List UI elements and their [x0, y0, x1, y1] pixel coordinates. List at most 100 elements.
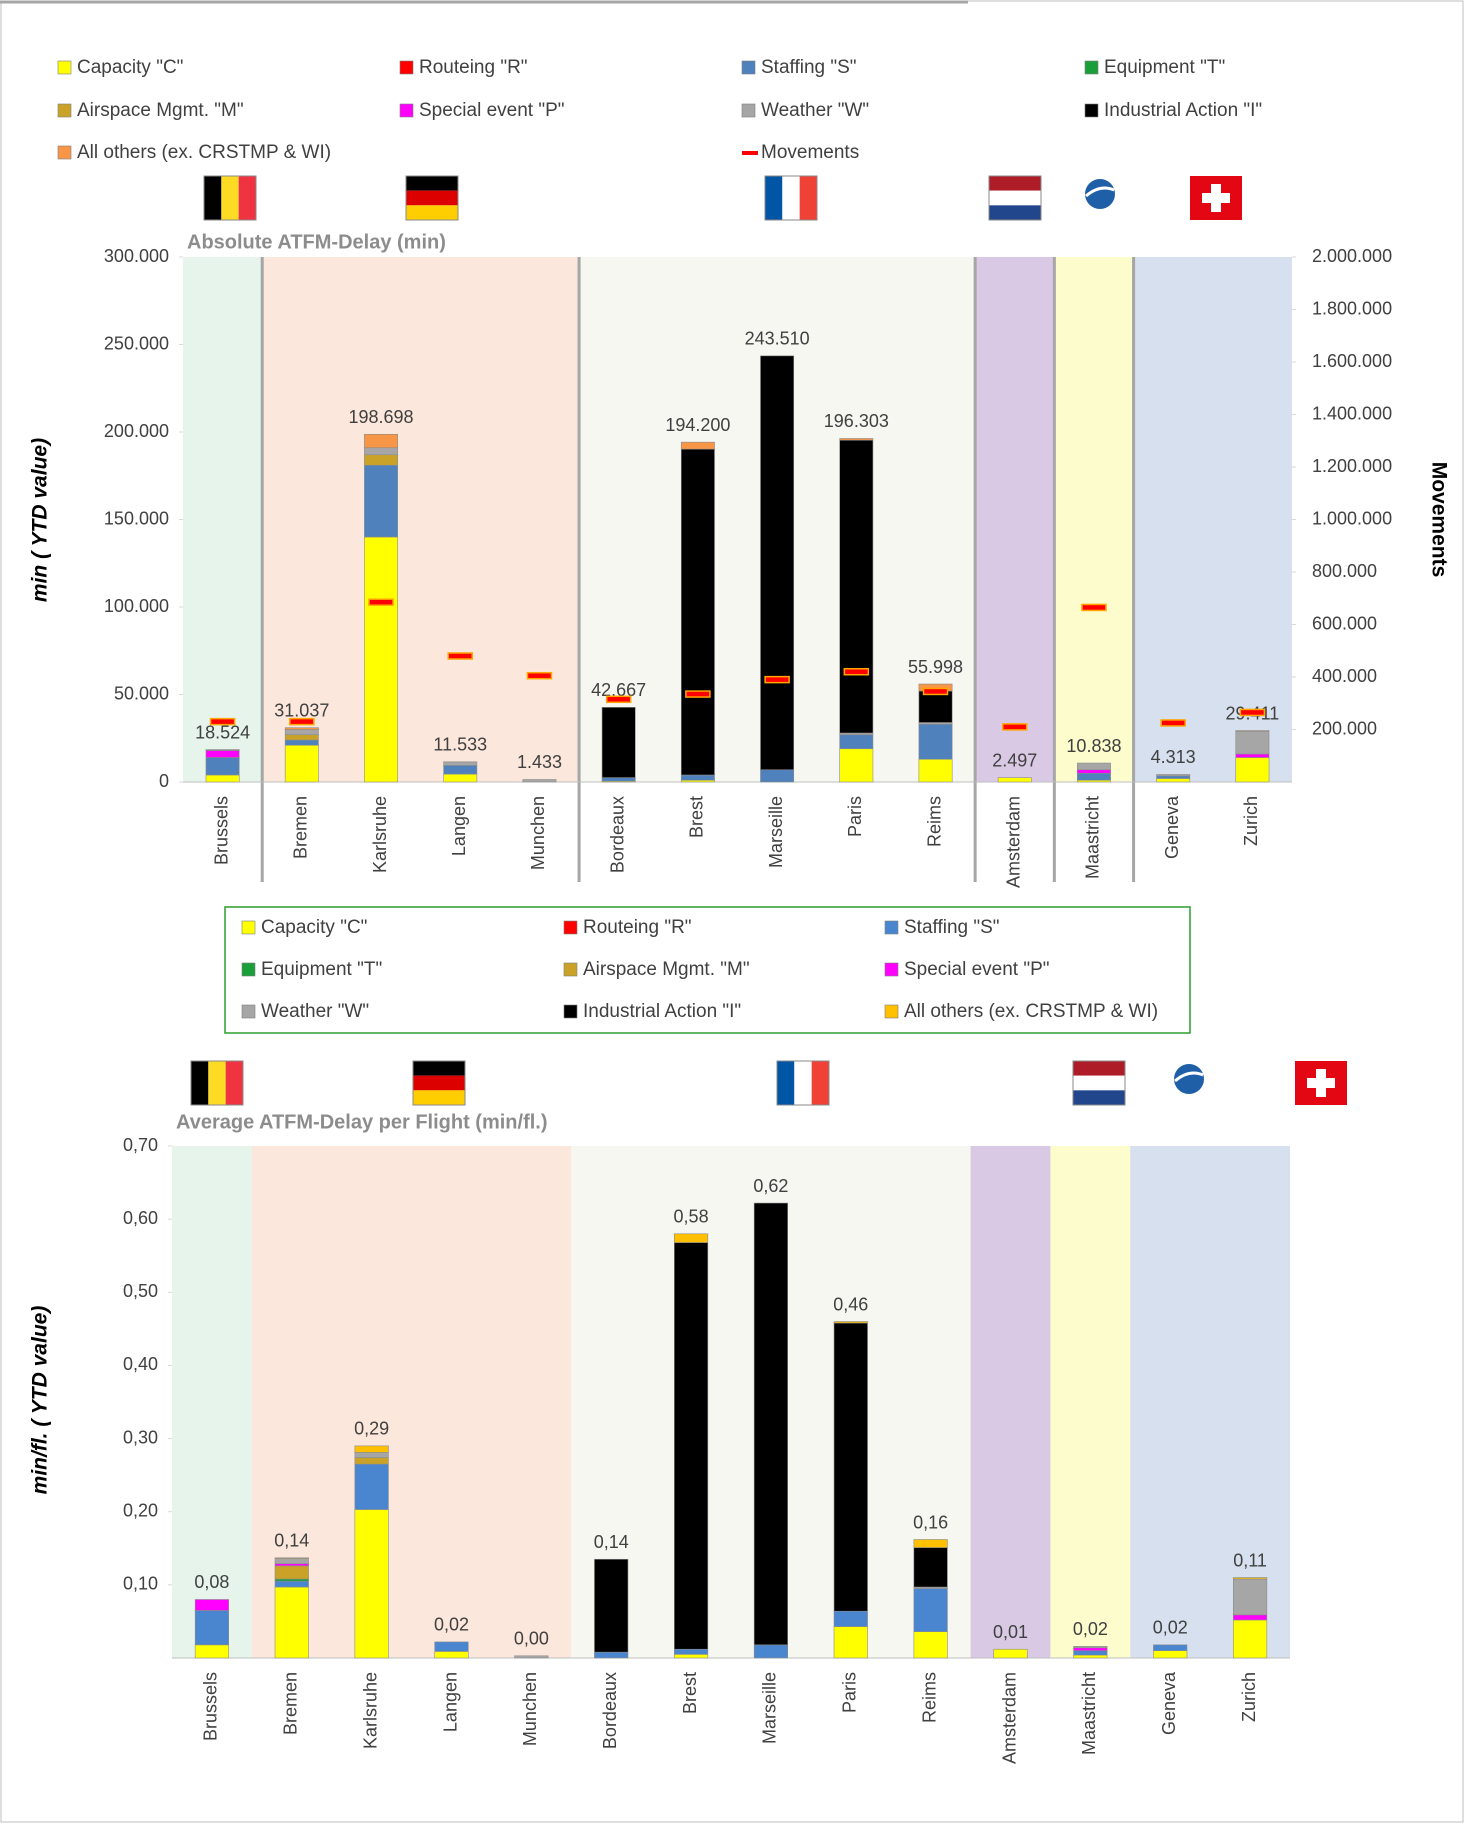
flag-border [1072, 1060, 1126, 1106]
flag [1085, 179, 1115, 209]
flag-stripe [406, 205, 458, 220]
movement-marker [764, 675, 790, 684]
bar-segment [354, 1463, 389, 1510]
legend-label: Equipment "T" [261, 959, 382, 980]
legend-swatch [57, 103, 72, 118]
flag-stripe [221, 176, 239, 220]
y2-tick-label: 1.400.000 [1312, 403, 1392, 423]
bar-segment [1153, 1644, 1188, 1651]
flag-stripe [989, 176, 1041, 191]
bar-segment [1153, 1650, 1188, 1659]
legend-label: Routeing "R" [583, 917, 692, 938]
y2-tick-label: 600.000 [1312, 613, 1377, 633]
bar-segment [918, 758, 953, 783]
group-band [1054, 257, 1134, 782]
bar-segment [997, 777, 1032, 783]
bar-segment [913, 1547, 948, 1588]
total-label: 0,02 [1153, 1618, 1188, 1638]
flag [776, 1060, 830, 1106]
bar-segment [194, 1644, 229, 1659]
movement-marker [1239, 708, 1266, 717]
bar-segment [274, 1563, 309, 1567]
total-label: 0,08 [194, 1572, 229, 1592]
group-band [970, 1146, 1051, 1658]
group-band [172, 1146, 252, 1658]
flag-border [405, 175, 459, 221]
x-tick-label: Paris [840, 1672, 860, 1713]
x-tick-label: Zurich [1241, 796, 1261, 846]
total-label: 0,58 [674, 1207, 709, 1227]
legend-label: All others (ex. CRSTMP & WI) [904, 1001, 1158, 1022]
flag [1072, 1060, 1126, 1106]
legend-swatch [241, 920, 256, 935]
legend-swatch [399, 103, 414, 118]
flag-stripe [225, 1061, 243, 1105]
bar-segment [284, 734, 319, 741]
y-tick-label: 0,60 [123, 1208, 158, 1228]
movement-marker [526, 671, 553, 680]
x-tick-label: Brest [687, 796, 707, 838]
flag [1190, 176, 1242, 220]
flag [764, 175, 818, 221]
legend-label: Equipment "T" [1104, 57, 1225, 78]
y-tick-label: 0,30 [123, 1427, 158, 1447]
bar-segment [1073, 1650, 1108, 1656]
bar-segment [354, 1509, 389, 1659]
flag-border [988, 175, 1042, 221]
y2-tick-label: 2.000.000 [1312, 246, 1392, 266]
bar-segment [1156, 778, 1191, 783]
x-tick-label: Brussels [211, 796, 231, 865]
group-band [1133, 257, 1292, 782]
flag [203, 175, 257, 221]
logo [1085, 179, 1115, 209]
legend-swatch [57, 60, 72, 75]
flag-stripe [208, 1061, 226, 1105]
bar-segment [434, 1641, 469, 1652]
x-tick-label: Zurich [1239, 1672, 1259, 1722]
x-tick-label: Amsterdam [1004, 796, 1024, 888]
flag-stripe [406, 176, 458, 191]
flag-stripe [238, 176, 256, 220]
flag-stripe [1073, 1061, 1125, 1076]
legend-swatch [563, 1004, 578, 1019]
flag-stripe [1073, 1075, 1125, 1091]
legend-label: Staffing "S" [761, 57, 857, 78]
legend-label: Movements [761, 142, 859, 163]
y2-tick-label: 1.600.000 [1312, 351, 1392, 371]
bar-segment [833, 1321, 868, 1324]
y2-tick-label: 800.000 [1312, 561, 1377, 581]
bar-segment [1073, 1645, 1108, 1649]
x-tick-label: Geneva [1162, 795, 1182, 859]
y-tick-label: 200.000 [104, 421, 169, 441]
flag-stripe [204, 176, 222, 220]
total-label: 1.433 [517, 752, 562, 772]
bar-segment [1233, 1614, 1268, 1621]
bar-segment [913, 1539, 948, 1548]
x-tick-label: Munchen [520, 1672, 540, 1746]
logo [1174, 1064, 1204, 1094]
flag [988, 175, 1042, 221]
y-axis-label: min/fl. ( YTD value) [29, 1306, 52, 1495]
bar-segment [274, 1586, 309, 1659]
y-tick-label: 0,40 [123, 1354, 158, 1374]
y2-tick-label: 400.000 [1312, 666, 1377, 686]
flag-cross [1202, 193, 1230, 203]
total-label: 0,46 [833, 1294, 868, 1314]
flag-stripe [413, 1090, 465, 1105]
bar-segment [601, 777, 636, 782]
total-label: 198.698 [348, 407, 413, 427]
flag [1295, 1061, 1347, 1105]
movement-marker [922, 687, 949, 696]
chart-title: Average ATFM-Delay per Flight (min/fl.) [176, 1111, 548, 1133]
legend-label: Capacity "C" [77, 57, 183, 78]
legend-swatch [241, 1004, 256, 1019]
bar-segment [993, 1648, 1028, 1659]
flag-stripe [811, 1061, 829, 1105]
y-tick-label: 50.000 [114, 683, 169, 703]
bar-segment [839, 439, 874, 734]
total-label: 55.998 [908, 657, 963, 677]
bar-segment [1073, 1647, 1108, 1651]
total-label: 0,14 [274, 1531, 309, 1551]
flag-border [203, 175, 257, 221]
bar-segment [833, 1610, 868, 1627]
